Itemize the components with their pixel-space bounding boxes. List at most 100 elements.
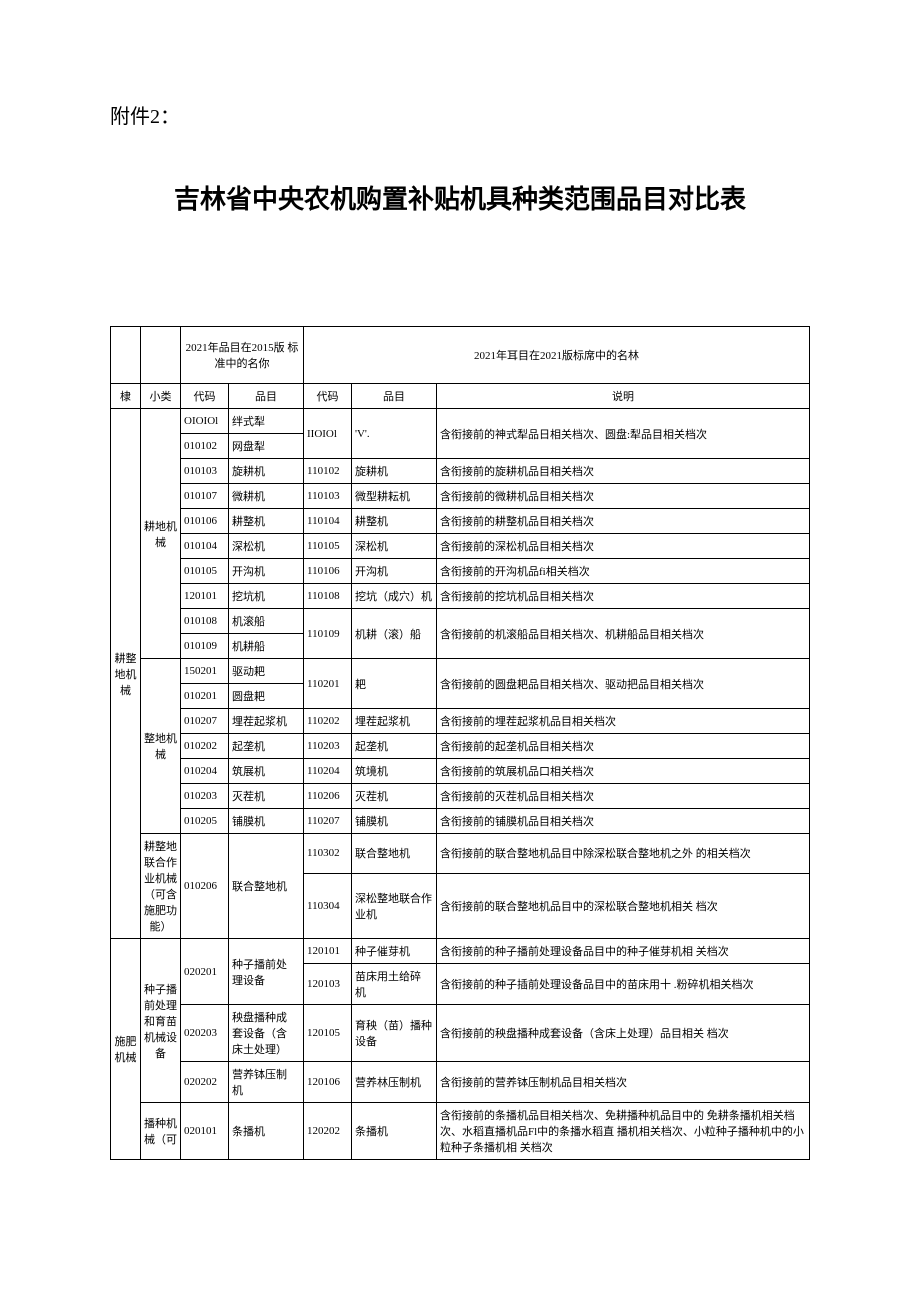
cell: 含衔接前的营养钵压制机品目相关档次 <box>437 1062 810 1103</box>
attachment-label: 附件2： <box>110 100 810 129</box>
table-row: 120101 挖坑机 110108 挖坑（成穴）机 含衔接前的挖坑机品目相关档次 <box>111 584 810 609</box>
cell: 深松机 <box>352 534 437 559</box>
table-row: 020202 营养钵压制 机 120106 营养林压制机 含衔接前的营养钵压制机… <box>111 1062 810 1103</box>
table-row: 010107 微耕机 110103 微型耕耘机 含衔接前的微耕机品目相关档次 <box>111 484 810 509</box>
cell: 110207 <box>304 809 352 834</box>
cell: 挖坑机 <box>229 584 304 609</box>
cell: 驱动耙 <box>229 659 304 684</box>
cell: 110109 <box>304 609 352 659</box>
cell: 含衔接前的耕整机品目相关档次 <box>437 509 810 534</box>
table-row: 010204 筑展机 110204 筑境机 含衔接前的筑展机品口相关档次 <box>111 759 810 784</box>
cell: 条播机 <box>229 1103 304 1160</box>
cell: 020202 <box>181 1062 229 1103</box>
col-code2: 代码 <box>304 384 352 409</box>
cell: 010108 <box>181 609 229 634</box>
cell: 含衔接前的种子插前处理设备品目中的苗床用十 .粉碎机相关档次 <box>437 964 810 1005</box>
cell: 起垄机 <box>229 734 304 759</box>
col-desc: 说明 <box>437 384 810 409</box>
cell: 微型耕耘机 <box>352 484 437 509</box>
cell: 含衔接前的种子播前处理设备品目中的种子催芽机相 关档次 <box>437 939 810 964</box>
table-row: 020203 秧盘播种成 套设备（含 床土处理） 120105 育秧（苗）播种设… <box>111 1005 810 1062</box>
cell: 010207 <box>181 709 229 734</box>
table-row: 010108 机滚船 110109 机耕（滚）船 含衔接前的机滚船品目相关档次、… <box>111 609 810 634</box>
cell: 010203 <box>181 784 229 809</box>
cell: 150201 <box>181 659 229 684</box>
cell: 110203 <box>304 734 352 759</box>
cell: 120101 <box>304 939 352 964</box>
table-row: 010207 埋茬起浆机 110202 埋茬起浆机 含衔接前的埋茬起浆机品目相关… <box>111 709 810 734</box>
cell: 110102 <box>304 459 352 484</box>
cell: 挖坑（成穴）机 <box>352 584 437 609</box>
cell: 010105 <box>181 559 229 584</box>
cell: OIOIOl <box>181 409 229 434</box>
cell: 含衔接前的旋耕机品目相关档次 <box>437 459 810 484</box>
cell: 010107 <box>181 484 229 509</box>
cell: 灭茬机 <box>229 784 304 809</box>
cell: 微耕机 <box>229 484 304 509</box>
cell: 含衔接前的条播机品目相关档次、免耕播种机品目中的 免耕条播机相关档次、水稻直播机… <box>437 1103 810 1160</box>
cell: 110106 <box>304 559 352 584</box>
cell: 深松整地联合作业机 <box>352 873 437 938</box>
cell: 旋耕机 <box>352 459 437 484</box>
cell: 机滚船 <box>229 609 304 634</box>
table-row: 播种机械（可 020101 条播机 120202 条播机 含衔接前的条播机品目相… <box>111 1103 810 1160</box>
cell: 110302 <box>304 834 352 874</box>
cell: 机耕船 <box>229 634 304 659</box>
cell: 010103 <box>181 459 229 484</box>
table-row: 010205 铺膜机 110207 铺膜机 含衔接前的铺膜机品目相关档次 <box>111 809 810 834</box>
cell: 含衔接前的铺膜机品目相关档次 <box>437 809 810 834</box>
cell: 起垄机 <box>352 734 437 759</box>
cell: 110202 <box>304 709 352 734</box>
sub-cat-1: 耕地机械 <box>141 409 181 659</box>
sub-cat-2: 整地机械 <box>141 659 181 834</box>
cell: 含衔接前的秧盘播种成套设备（含床上处理）品目相关 档次 <box>437 1005 810 1062</box>
cell: 110104 <box>304 509 352 534</box>
table-row: 010202 起垄机 110203 起垄机 含衔接前的起垄机品目相关档次 <box>111 734 810 759</box>
cell: 020201 <box>181 939 229 1005</box>
cell: 含衔接前的开沟机品fi相关档次 <box>437 559 810 584</box>
col-big: 棣 <box>111 384 141 409</box>
cell: 含衔接前的筑展机品口相关档次 <box>437 759 810 784</box>
cell: 耕整机 <box>229 509 304 534</box>
cell: 010205 <box>181 809 229 834</box>
table-row: 耕整地机械 耕地机械 OIOIOl 绊式犁 IIOIOl 'V'. 含衔接前的神… <box>111 409 810 434</box>
cell: 耕整机 <box>352 509 437 534</box>
comparison-table: 2021年品目在2015版 标准中的名你 2021年耳目在2021版标席中的名林… <box>110 326 810 1160</box>
cell: 120202 <box>304 1103 352 1160</box>
sub-cat-5: 播种机械（可 <box>141 1103 181 1160</box>
big-cat-2: 施肥机械 <box>111 939 141 1160</box>
cell: 条播机 <box>352 1103 437 1160</box>
cell: 埋茬起浆机 <box>352 709 437 734</box>
cell: 埋茬起浆机 <box>229 709 304 734</box>
cell: 010202 <box>181 734 229 759</box>
cell: 120106 <box>304 1062 352 1103</box>
table-row: 010106 耕整机 110104 耕整机 含衔接前的耕整机品目相关档次 <box>111 509 810 534</box>
cell: 含衔接前的挖坑机品目相关档次 <box>437 584 810 609</box>
cell: 含衔接前的圆盘耙品目相关档次、驱动把品目相关档次 <box>437 659 810 709</box>
cell: 110103 <box>304 484 352 509</box>
cell: 010109 <box>181 634 229 659</box>
sub-cat-3: 耕整地联合作业机械（可含施肥功能） <box>141 834 181 939</box>
cell: 开沟机 <box>229 559 304 584</box>
table-header-row: 2021年品目在2015版 标准中的名你 2021年耳目在2021版标席中的名林 <box>111 327 810 384</box>
cell: 含衔接前的微耕机品目相关档次 <box>437 484 810 509</box>
cell: 含衔接前的埋茬起浆机品目相关档次 <box>437 709 810 734</box>
cell: 联合整地机 <box>229 834 304 939</box>
table-row: 010105 开沟机 110106 开沟机 含衔接前的开沟机品fi相关档次 <box>111 559 810 584</box>
cell: 020203 <box>181 1005 229 1062</box>
cell: 110201 <box>304 659 352 709</box>
col-item2: 品目 <box>352 384 437 409</box>
cell: IIOIOl <box>304 409 352 459</box>
cell: 秧盘播种成 套设备（含 床土处理） <box>229 1005 304 1062</box>
cell: 含衔接前的深松机品目相关档次 <box>437 534 810 559</box>
cell: 'V'. <box>352 409 437 459</box>
cell: 120101 <box>181 584 229 609</box>
cell: 含衔接前的神式犁品日相关档次、圆盘:犁品目相关档次 <box>437 409 810 459</box>
cell: 种子催芽机 <box>352 939 437 964</box>
cell: 育秧（苗）播种设备 <box>352 1005 437 1062</box>
cell: 网盘犁 <box>229 434 304 459</box>
cell: 110108 <box>304 584 352 609</box>
cell: 110206 <box>304 784 352 809</box>
page-title: 吉林省中央农机购置补贴机具种类范围品目对比表 <box>110 179 810 216</box>
table-col-header-row: 棣 小类 代码 品目 代码 品目 说明 <box>111 384 810 409</box>
